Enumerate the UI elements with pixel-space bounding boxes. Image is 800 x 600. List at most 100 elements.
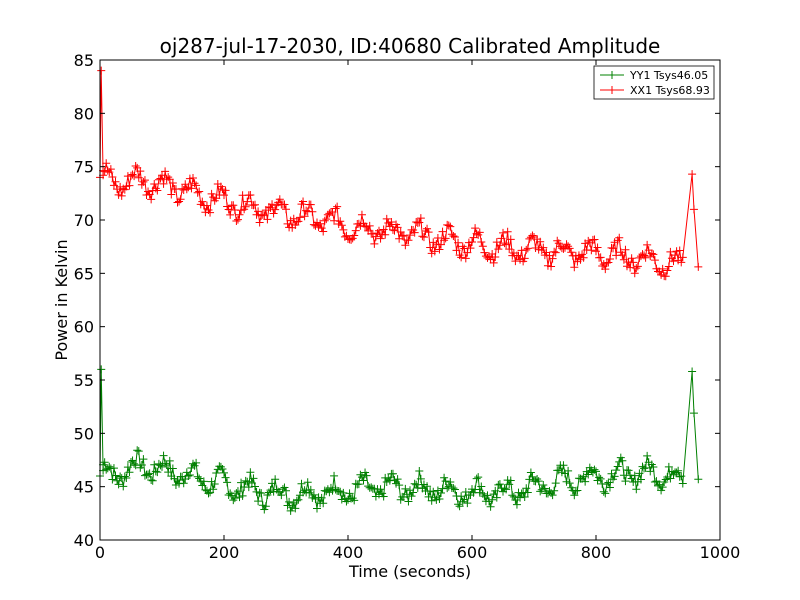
data-point-marker bbox=[430, 247, 439, 256]
data-point-marker bbox=[584, 470, 593, 479]
y-tick-label: 50 bbox=[74, 424, 94, 443]
data-point-marker bbox=[128, 456, 137, 465]
data-point-marker bbox=[627, 254, 636, 263]
data-point-marker bbox=[584, 236, 593, 245]
data-point-marker bbox=[440, 236, 449, 245]
data-point-marker bbox=[319, 227, 328, 236]
data-point-marker bbox=[302, 206, 311, 215]
data-point-marker bbox=[649, 250, 658, 259]
data-point-marker bbox=[220, 191, 228, 200]
data-point-marker bbox=[517, 246, 526, 255]
data-point-marker bbox=[309, 490, 318, 499]
data-point-marker bbox=[604, 258, 613, 267]
plot-area bbox=[100, 60, 720, 540]
data-point-marker bbox=[134, 173, 143, 182]
data-point-marker bbox=[446, 222, 455, 231]
data-point-marker bbox=[184, 472, 193, 481]
data-point-marker bbox=[677, 472, 686, 481]
data-point-marker bbox=[647, 249, 656, 258]
data-point-marker bbox=[164, 173, 173, 182]
legend-box bbox=[593, 65, 715, 100]
data-point-marker bbox=[342, 497, 351, 506]
data-point-marker bbox=[258, 210, 267, 219]
data-point-marker bbox=[128, 170, 137, 179]
data-point-marker bbox=[567, 248, 576, 257]
data-point-marker bbox=[130, 172, 139, 181]
legend-label: XX1 Tsys68.93 bbox=[630, 84, 710, 97]
data-point-marker bbox=[151, 184, 160, 193]
data-point-marker bbox=[241, 476, 250, 485]
plot-series-group bbox=[96, 66, 703, 515]
data-point-marker bbox=[486, 502, 495, 511]
data-point-marker bbox=[235, 210, 244, 219]
data-point-marker bbox=[268, 200, 277, 209]
data-point-marker bbox=[672, 468, 681, 477]
data-point-marker bbox=[596, 253, 605, 262]
data-point-marker bbox=[629, 258, 638, 267]
data-point-marker bbox=[111, 471, 120, 480]
data-point-marker bbox=[150, 460, 159, 469]
data-point-marker bbox=[640, 464, 649, 473]
data-point-marker bbox=[330, 471, 339, 480]
data-point-marker bbox=[643, 240, 652, 249]
data-point-marker bbox=[249, 474, 258, 483]
data-point-marker bbox=[694, 475, 703, 484]
data-point-marker bbox=[316, 219, 325, 228]
data-point-marker bbox=[261, 502, 270, 511]
data-point-marker bbox=[565, 244, 574, 253]
data-point-marker bbox=[249, 201, 258, 210]
data-point-marker bbox=[269, 209, 278, 218]
data-point-marker bbox=[423, 224, 432, 233]
data-point-marker bbox=[308, 207, 317, 216]
data-point-marker bbox=[592, 247, 600, 256]
data-point-marker bbox=[471, 485, 480, 494]
data-point-marker bbox=[478, 242, 487, 251]
data-point-marker bbox=[559, 461, 568, 470]
data-point-marker bbox=[654, 481, 662, 490]
data-point-marker bbox=[435, 494, 444, 503]
data-point-marker bbox=[229, 201, 238, 210]
data-point-marker bbox=[526, 468, 535, 477]
y-tick-label: 55 bbox=[74, 371, 94, 390]
data-point-marker bbox=[109, 464, 118, 473]
data-point-marker bbox=[136, 167, 145, 176]
data-point-marker bbox=[409, 488, 418, 497]
data-point-marker bbox=[354, 480, 363, 489]
data-point-marker bbox=[657, 486, 666, 495]
data-point-marker bbox=[140, 176, 149, 185]
data-point-marker bbox=[120, 472, 129, 481]
data-point-marker bbox=[404, 236, 413, 245]
data-point-marker bbox=[661, 272, 670, 281]
data-point-marker bbox=[666, 474, 675, 483]
data-point-marker bbox=[595, 473, 604, 482]
legend-swatch-marker bbox=[608, 86, 616, 94]
data-point-marker bbox=[345, 489, 354, 498]
data-point-marker bbox=[251, 482, 259, 491]
data-point-marker bbox=[393, 223, 402, 232]
data-point-marker bbox=[371, 232, 380, 241]
data-point-marker bbox=[491, 253, 500, 262]
data-point-marker bbox=[454, 238, 463, 247]
data-point-marker bbox=[511, 257, 520, 266]
data-point-marker bbox=[605, 483, 614, 492]
data-point-marker bbox=[424, 228, 433, 237]
data-point-marker bbox=[255, 218, 264, 227]
data-point-marker bbox=[393, 475, 402, 484]
data-point-marker bbox=[195, 187, 204, 196]
data-point-marker bbox=[233, 215, 242, 224]
data-point-marker bbox=[125, 468, 134, 477]
data-point-marker bbox=[570, 263, 579, 272]
data-point-marker bbox=[106, 165, 115, 174]
data-point-marker bbox=[156, 174, 165, 183]
data-point-marker bbox=[570, 491, 579, 500]
data-point-marker bbox=[499, 228, 507, 237]
data-point-marker bbox=[416, 474, 425, 483]
data-point-marker bbox=[471, 224, 480, 233]
data-point-marker bbox=[97, 66, 106, 75]
data-point-marker bbox=[120, 185, 129, 194]
data-point-marker bbox=[145, 469, 154, 478]
data-point-marker bbox=[649, 462, 658, 471]
data-point-marker bbox=[677, 258, 686, 267]
data-point-marker bbox=[159, 179, 168, 188]
